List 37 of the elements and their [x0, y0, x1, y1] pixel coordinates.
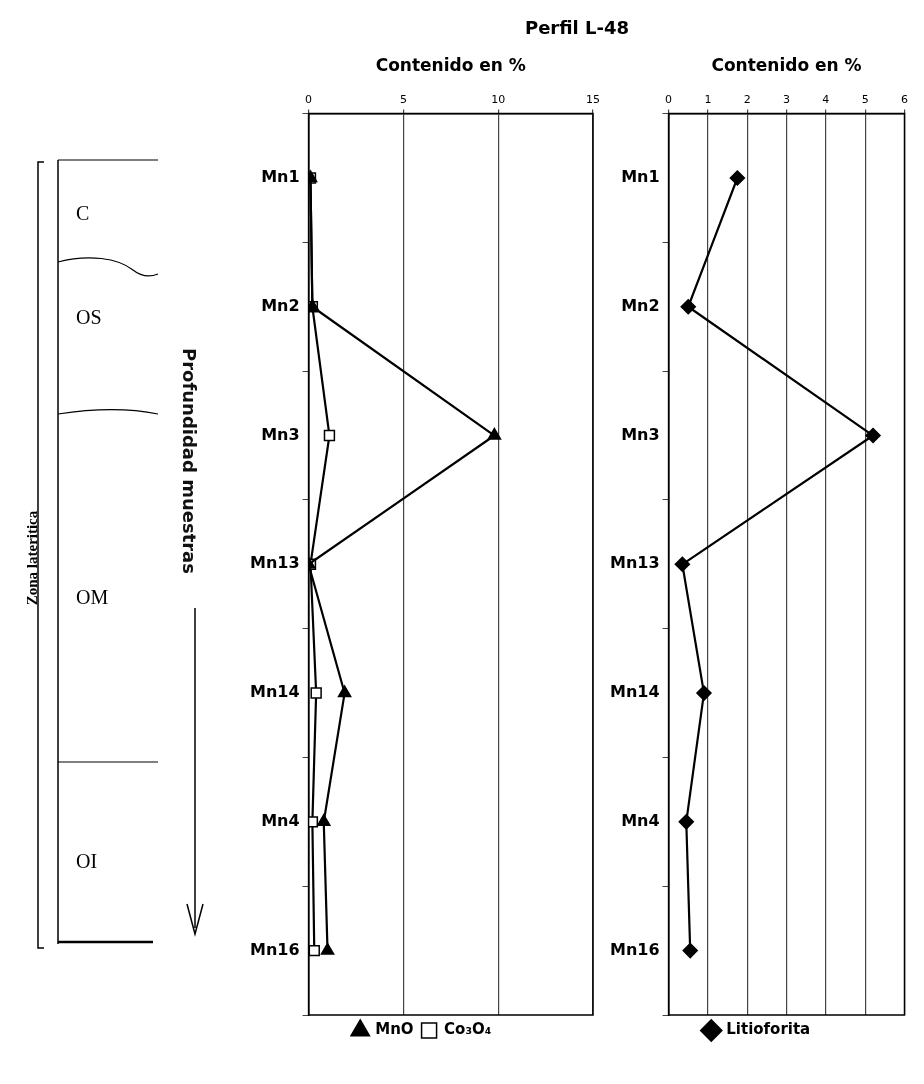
y-tick-label: Mn16: [250, 939, 300, 959]
x-tick-label: 4: [822, 92, 830, 106]
legend-label: Litioforita: [726, 1020, 811, 1039]
y-tick-label: Mn2: [261, 295, 300, 315]
y-tick-label: Mn14: [250, 682, 300, 702]
y-tick-label: Mn16: [610, 939, 660, 959]
y-tick-label: Mn4: [621, 811, 660, 830]
y-tick-label: Mn3: [261, 424, 300, 444]
x-axis-title: Contenido en %: [711, 54, 862, 75]
y-tick-label: Mn14: [610, 682, 660, 702]
x-tick-label: 0: [665, 92, 673, 106]
y-tick-label: Mn13: [250, 553, 300, 573]
y-tick-label: Mn1: [621, 167, 660, 187]
text: OM: [76, 586, 109, 609]
x-tick-label: 1: [704, 92, 712, 106]
y-tick-label: Mn1: [261, 167, 300, 187]
text: OI: [76, 850, 98, 873]
chart-title: Perfil L-48: [523, 16, 630, 40]
y-tick-label: Mn2: [621, 295, 660, 315]
x-tick-label: 6: [901, 92, 908, 106]
y-tick-label: Mn3: [621, 424, 660, 444]
x-tick-label: 15: [586, 92, 600, 106]
x-tick-label: 2: [743, 92, 751, 106]
text: OS: [76, 306, 102, 329]
x-tick-label: 3: [783, 92, 791, 106]
x-tick-label: 5: [399, 92, 407, 106]
text: Zona lateritica: [23, 510, 41, 606]
y-tick-label: Mn4: [261, 811, 300, 830]
x-tick-label: 5: [861, 92, 869, 106]
legend-label: Co₃O₄: [444, 1020, 492, 1039]
x-tick-label: 10: [491, 92, 506, 106]
y-tick-label: Mn13: [610, 553, 660, 573]
legend-label: MnO: [375, 1020, 414, 1039]
x-tick-label: 0: [305, 92, 313, 106]
x-axis-title: Contenido en %: [375, 54, 526, 75]
y-axis-title: Profundidad muestras: [179, 348, 200, 576]
text: C: [76, 202, 90, 225]
